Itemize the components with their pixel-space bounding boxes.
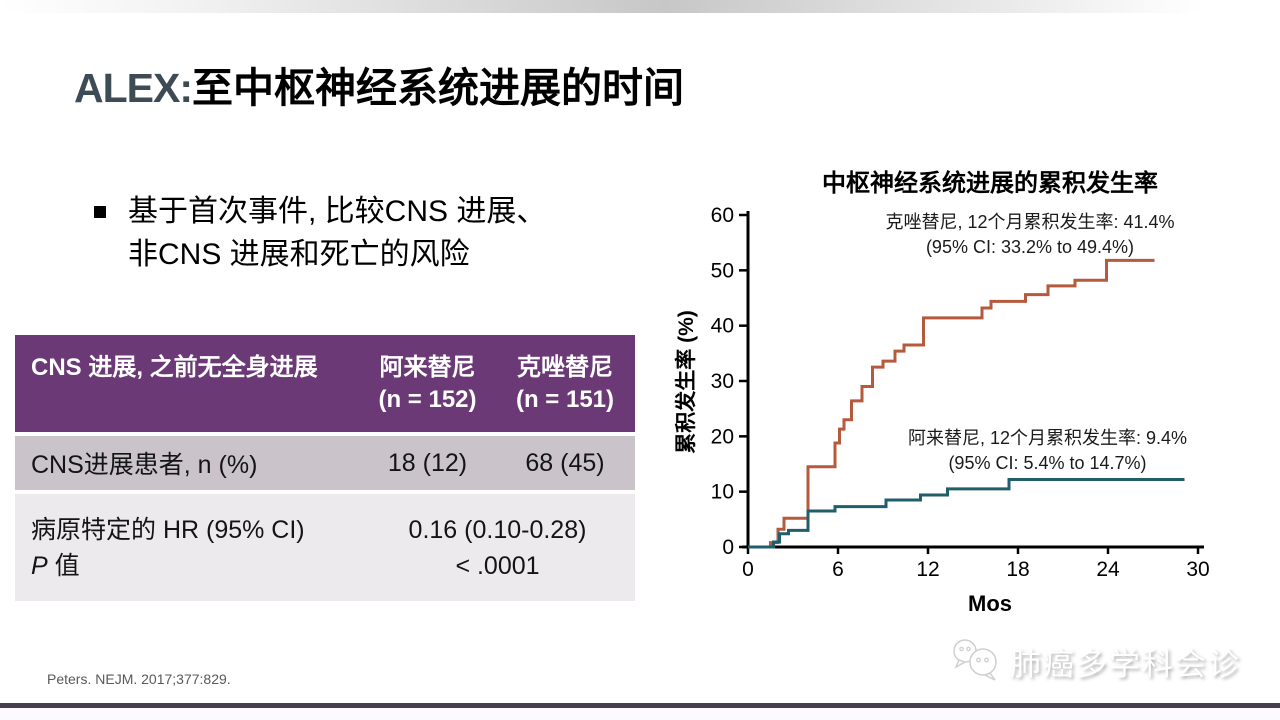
x-tick-label: 12: [916, 558, 939, 581]
x-axis-title: Mos: [968, 591, 1012, 616]
cumulative-incidence-chart: 0 10 20 30 40 50 60 0 6 12 18 24 30: [711, 204, 1210, 581]
crizotinib-n: (n = 151): [515, 386, 615, 413]
x-tick-label: 24: [1096, 558, 1120, 581]
row1-crizotinib-value: 68 (45): [525, 448, 605, 477]
bullet-point: 基于首次事件, 比较CNS 进展、 非CNS 进展和死亡的风险: [94, 190, 546, 276]
y-tick-label: 0: [722, 536, 734, 559]
table-header-label: CNS 进展, 之前无全身进展: [31, 354, 318, 381]
row2-label-line2: P 值: [31, 548, 360, 584]
crizotinib-annotation-line2: (95% CI: 33.2% to 49.4%): [925, 237, 1135, 257]
title-prefix: ALEX:: [74, 65, 193, 111]
alectinib-annotation-line2: (95% CI: 5.4% to 14.7%): [948, 453, 1147, 473]
crizotinib-annotation: 克唑替尼, 12个月累积发生率: 41.4% (95% CI: 33.2% to…: [855, 210, 1205, 260]
row2-label: 病原特定的 HR (95% CI) P 值: [15, 512, 360, 584]
y-tick-label: 60: [711, 204, 734, 227]
alectinib-n: (n = 152): [378, 386, 477, 413]
bullet-text: 基于首次事件, 比较CNS 进展、 非CNS 进展和死亡的风险: [128, 190, 546, 276]
y-tick-label: 50: [711, 259, 734, 282]
y-tick-label: 20: [711, 425, 734, 448]
p-value-symbol: P: [31, 551, 48, 580]
wechat-bubbles-icon: [950, 636, 1002, 687]
hr-value: 0.16 (0.10-0.28): [408, 515, 587, 544]
x-tick-label: 30: [1186, 558, 1209, 581]
p-value-word: 值: [47, 551, 80, 580]
y-tick-label: 30: [711, 370, 734, 393]
watermark-logo: 肺癌多学科会诊: [950, 636, 1241, 687]
bottom-strip: [0, 708, 1280, 720]
bullet-line-1: 基于首次事件, 比较CNS 进展、: [128, 195, 547, 228]
crizotinib-name: 克唑替尼: [517, 354, 613, 381]
results-table: CNS 进展, 之前无全身进展 阿来替尼 (n = 152) 克唑替尼 (n =…: [15, 335, 635, 601]
chart-title: 中枢神经系统进展的累积发生率: [822, 170, 1158, 197]
table-header-crizotinib: 克唑替尼 (n = 151): [495, 335, 635, 432]
title-main: 至中枢神经系统进展的时间: [192, 65, 684, 111]
x-tick-label: 18: [1006, 558, 1029, 581]
alectinib-annotation: 阿来替尼, 12个月累积发生率: 9.4% (95% CI: 5.4% to 1…: [875, 426, 1220, 476]
series-curve-0: [748, 258, 1155, 549]
table-header-row: CNS 进展, 之前无全身进展 阿来替尼 (n = 152) 克唑替尼 (n =…: [15, 335, 635, 432]
table-row: 病原特定的 HR (95% CI) P 值 0.16 (0.10-0.28) <…: [15, 494, 635, 601]
row2-label-line1: 病原特定的 HR (95% CI): [31, 515, 305, 544]
watermark-text: 肺癌多学科会诊: [1010, 647, 1241, 682]
alectinib-annotation-line1: 阿来替尼, 12个月累积发生率: 9.4%: [907, 428, 1188, 448]
series-curve-1: [748, 477, 1185, 549]
table-row: CNS进展患者, n (%) 18 (12) 68 (45): [15, 436, 635, 490]
y-tick-label: 10: [711, 481, 734, 504]
row1-alectinib-value: 18 (12): [387, 448, 468, 477]
x-tick-label: 0: [742, 558, 754, 581]
bullet-line-2: 非CNS 进展和死亡的风险: [128, 238, 470, 271]
citation: Peters. NEJM. 2017;377:829.: [47, 671, 231, 687]
y-axis-title: 累积发生率 (%): [675, 310, 698, 454]
row1-label: CNS进展患者, n (%): [31, 451, 258, 479]
page-title: ALEX:至中枢神经系统进展的时间: [74, 54, 684, 114]
y-tick-label: 40: [711, 315, 734, 338]
bullet-square-icon: [94, 206, 106, 218]
crizotinib-annotation-line1: 克唑替尼, 12个月累积发生率: 41.4%: [885, 212, 1175, 232]
row2-values: 0.16 (0.10-0.28) < .0001: [360, 512, 635, 584]
top-decoration-band: [0, 0, 1280, 13]
p-value: < .0001: [455, 551, 540, 580]
bottom-rule: [0, 703, 1280, 708]
alectinib-name: 阿来替尼: [379, 354, 476, 381]
x-tick-label: 6: [832, 558, 844, 581]
table-header-alectinib: 阿来替尼 (n = 152): [360, 335, 495, 432]
